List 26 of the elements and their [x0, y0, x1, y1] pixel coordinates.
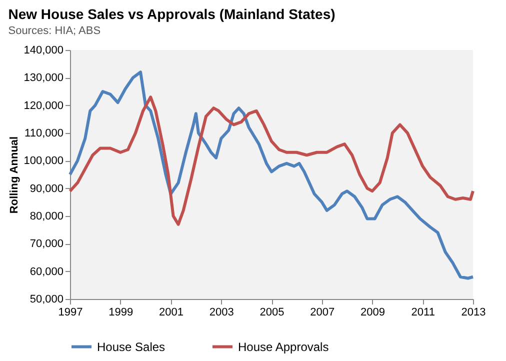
line-series — [68, 96, 474, 226]
y-tick-label: 130,000 — [24, 72, 64, 84]
x-tick-label: 1997 — [58, 306, 83, 318]
x-tick-label: 2005 — [260, 306, 284, 318]
x-tick-label: 2003 — [209, 306, 234, 318]
x-tick-label: 2011 — [411, 306, 435, 318]
chart-title: New House Sales vs Approvals (Mainland States) — [8, 6, 336, 22]
x-tick-label: 2001 — [159, 306, 184, 318]
y-tick-label: 80,000 — [30, 210, 64, 222]
y-tick-label: 110,000 — [24, 128, 64, 140]
x-tick-label: 2013 — [461, 306, 486, 318]
y-tick-label: 50,000 — [30, 294, 64, 306]
legend-label: House Approvals — [238, 340, 329, 354]
x-tick-label: 2007 — [310, 306, 335, 318]
y-tick-label: 100,000 — [24, 155, 64, 168]
x-tick-label: 1999 — [108, 306, 134, 318]
chart-subtitle: Sources: HIA; ABS — [8, 25, 101, 37]
line-series — [68, 70, 474, 280]
legend-label: House Sales — [97, 340, 166, 354]
y-tick-label: 70,000 — [30, 238, 64, 250]
y-tick-label: 140,000 — [24, 44, 64, 56]
y-axis-title: Rolling Annual — [8, 136, 21, 214]
x-tick-label: 2009 — [360, 306, 385, 318]
y-tick-label: 60,000 — [30, 266, 64, 278]
y-tick-label: 120,000 — [24, 100, 64, 112]
y-tick-label: 90,000 — [30, 182, 64, 195]
